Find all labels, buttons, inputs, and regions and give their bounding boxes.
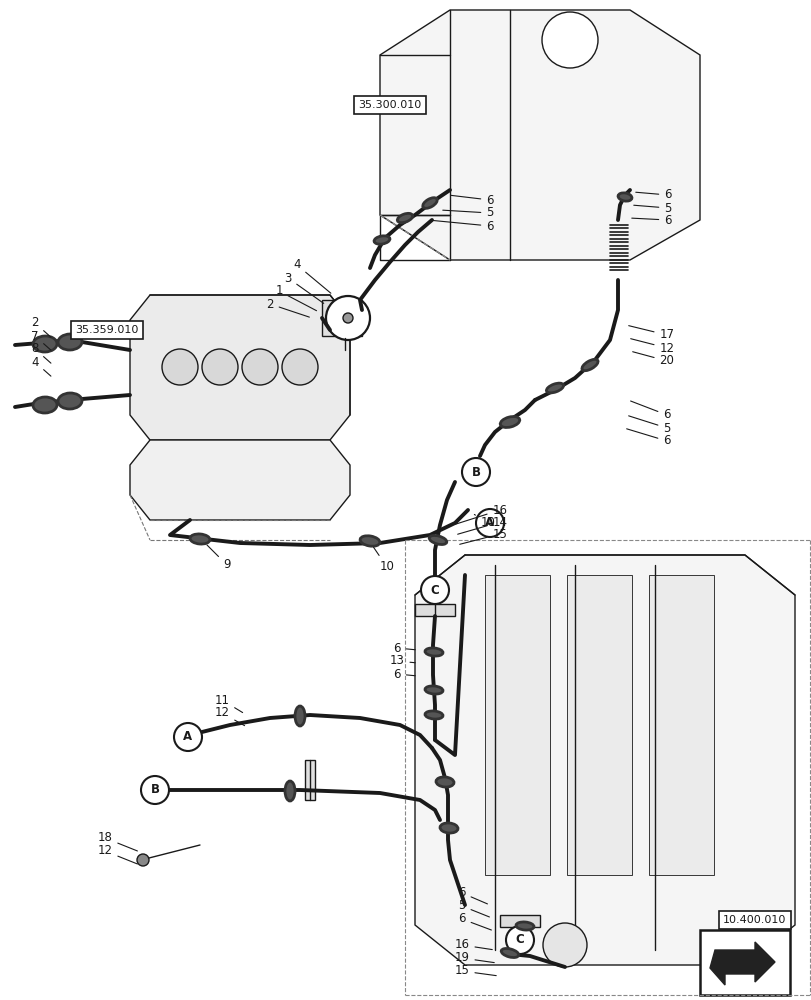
Text: 14: 14 (457, 516, 507, 534)
Circle shape (325, 296, 370, 340)
Bar (305, 760, 315, 800)
Text: 6: 6 (631, 214, 671, 227)
Circle shape (141, 776, 169, 804)
Circle shape (137, 854, 148, 866)
Ellipse shape (424, 711, 443, 719)
Circle shape (242, 349, 277, 385)
Ellipse shape (424, 648, 443, 656)
Text: 4: 4 (293, 258, 330, 293)
Text: 12: 12 (630, 339, 674, 355)
Circle shape (475, 509, 504, 537)
Text: 6: 6 (457, 886, 487, 904)
Text: 6: 6 (630, 401, 670, 422)
Text: 17: 17 (628, 326, 674, 342)
Text: 10: 10 (474, 514, 495, 530)
Bar (500, 915, 539, 927)
Text: 35.300.010: 35.300.010 (358, 100, 421, 110)
Text: 6: 6 (635, 188, 671, 202)
Bar (484, 575, 549, 875)
Text: 5: 5 (442, 207, 493, 220)
Text: 8: 8 (32, 342, 51, 363)
Ellipse shape (516, 922, 534, 930)
Polygon shape (414, 555, 794, 965)
Text: C: C (515, 933, 524, 946)
Bar (699, 930, 789, 995)
Text: 6: 6 (430, 220, 493, 232)
Text: 5: 5 (457, 899, 489, 917)
Text: 15: 15 (454, 964, 496, 977)
Polygon shape (130, 295, 350, 440)
Text: 3: 3 (284, 271, 324, 303)
Polygon shape (709, 942, 774, 985)
Polygon shape (380, 10, 699, 260)
Circle shape (202, 349, 238, 385)
Ellipse shape (436, 777, 453, 787)
Text: 12: 12 (97, 844, 137, 864)
Text: A: A (485, 516, 494, 530)
Ellipse shape (440, 823, 457, 833)
Text: 1: 1 (275, 284, 316, 311)
Ellipse shape (581, 359, 598, 371)
Bar (322, 300, 362, 336)
Circle shape (461, 458, 489, 486)
Bar (648, 575, 713, 875)
Text: 9: 9 (207, 545, 230, 572)
Ellipse shape (429, 535, 446, 545)
Text: 18: 18 (97, 831, 137, 851)
Circle shape (505, 926, 534, 954)
Text: 11: 11 (214, 694, 242, 713)
Text: B: B (150, 783, 159, 796)
Ellipse shape (397, 213, 412, 223)
Ellipse shape (500, 948, 518, 958)
Text: 5: 5 (633, 202, 671, 215)
Text: 15: 15 (459, 528, 507, 544)
Text: 35.359.010: 35.359.010 (75, 325, 139, 335)
Polygon shape (130, 440, 350, 520)
Circle shape (281, 349, 318, 385)
Text: 2: 2 (266, 298, 309, 317)
Ellipse shape (294, 706, 305, 726)
Text: 19: 19 (454, 951, 494, 964)
Circle shape (541, 12, 597, 68)
Ellipse shape (500, 417, 519, 427)
Bar (414, 604, 454, 616)
Bar (566, 575, 631, 875)
Text: 4: 4 (31, 356, 51, 376)
Text: 12: 12 (214, 706, 244, 726)
Circle shape (420, 576, 448, 604)
Text: 6: 6 (450, 194, 493, 207)
Text: B: B (471, 466, 480, 479)
Text: 10: 10 (373, 547, 394, 574)
Circle shape (342, 313, 353, 323)
Ellipse shape (33, 336, 57, 352)
Text: 6: 6 (457, 912, 491, 930)
Text: 7: 7 (31, 330, 51, 350)
Ellipse shape (190, 534, 210, 544)
Text: 6: 6 (393, 668, 414, 680)
Circle shape (162, 349, 198, 385)
Ellipse shape (424, 686, 443, 694)
Text: 16: 16 (454, 938, 491, 951)
Text: 20: 20 (632, 352, 674, 367)
Ellipse shape (58, 393, 82, 409)
Text: 2: 2 (31, 316, 51, 337)
Text: 5: 5 (628, 416, 670, 434)
Ellipse shape (359, 536, 380, 546)
Circle shape (174, 723, 202, 751)
Text: 6: 6 (626, 429, 670, 448)
Ellipse shape (33, 397, 57, 413)
Text: 13: 13 (389, 654, 414, 668)
Text: C: C (430, 584, 439, 596)
Ellipse shape (285, 781, 294, 801)
Circle shape (543, 923, 586, 967)
Ellipse shape (374, 236, 389, 244)
Text: 10.400.010: 10.400.010 (723, 915, 786, 925)
Ellipse shape (617, 193, 631, 201)
Text: A: A (183, 730, 192, 744)
Text: 16: 16 (455, 504, 507, 524)
Ellipse shape (546, 383, 563, 393)
Ellipse shape (423, 198, 436, 208)
Text: 6: 6 (393, 642, 414, 654)
Ellipse shape (58, 334, 82, 350)
